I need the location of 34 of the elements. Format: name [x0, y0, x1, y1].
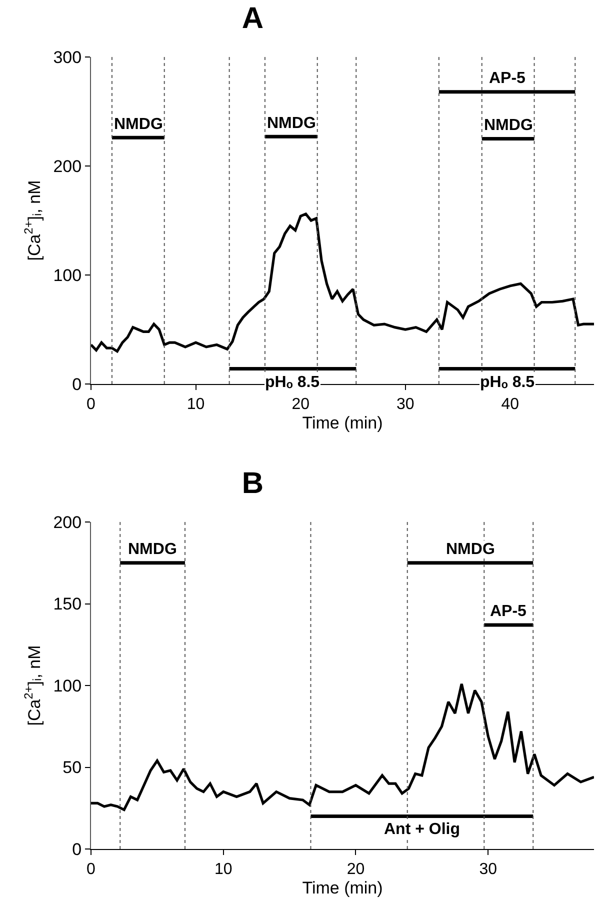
series-label: NMDG: [114, 116, 163, 133]
y-tick-label: 100: [53, 676, 82, 696]
series-label: pHₒ 8.5: [265, 374, 320, 391]
x-axis-title: Time (min): [302, 878, 383, 898]
chart-title: B: [242, 466, 264, 500]
y-tick-label: 150: [53, 594, 82, 614]
x-tick-label: 30: [479, 861, 498, 878]
series-label: Ant + Olig: [384, 821, 460, 838]
line-series: [91, 682, 594, 812]
series-label: pHₒ 8.5: [480, 374, 535, 391]
x-tick-label: 20: [292, 396, 310, 414]
series-label: AP-5: [489, 70, 526, 87]
x-tick-label: 0: [86, 396, 96, 414]
chart-title: A: [242, 2, 264, 35]
series-label: NMDG: [484, 117, 533, 134]
y-tick-label: 200: [53, 512, 82, 532]
x-tick-label: 0: [86, 861, 96, 878]
y-tick-label: 100: [53, 266, 82, 285]
line-series: [91, 212, 594, 353]
series-label: AP-5: [490, 603, 527, 620]
x-tick-label: 40: [501, 396, 520, 414]
series-label: NMDG: [446, 541, 495, 558]
y-tick-label: 0: [72, 840, 82, 859]
y-tick-label: 300: [53, 48, 82, 67]
x-tick-label: 20: [346, 861, 365, 878]
y-tick-label: 0: [72, 374, 82, 394]
x-tick-label: 10: [214, 861, 232, 878]
y-tick-label: 50: [62, 758, 82, 778]
x-axis-title: Time (min): [302, 414, 383, 433]
series-label: NMDG: [267, 115, 316, 132]
y-tick-label: 200: [53, 156, 82, 176]
series-label: NMDG: [128, 541, 177, 558]
x-tick-label: 10: [186, 396, 205, 414]
x-tick-label: 30: [396, 396, 414, 414]
